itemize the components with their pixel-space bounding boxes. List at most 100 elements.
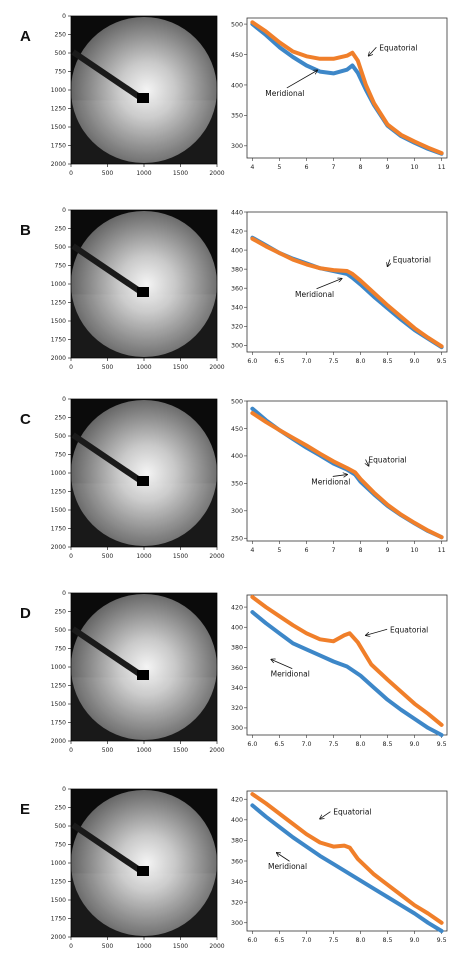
x-tick-label: 7.5 [328, 358, 338, 365]
y-tick-label: 400 [231, 453, 243, 460]
annotation-label: Meridional [268, 862, 307, 871]
y-tick-label: 500 [231, 398, 243, 405]
image-tick-label: 2000 [209, 170, 224, 177]
y-tick-label: 400 [231, 82, 243, 89]
image-tick-label: 1500 [173, 170, 188, 177]
y-tick-label: 500 [231, 21, 243, 28]
y-tick-label: 400 [231, 817, 243, 824]
image-tick-label: 1000 [51, 664, 66, 671]
x-tick-label: 9.0 [410, 937, 420, 944]
image-tick-label: 2000 [51, 544, 66, 551]
y-tick-label: 350 [231, 113, 243, 120]
image-tick-label: 1500 [51, 507, 66, 514]
x-tick-label: 6.5 [274, 937, 284, 944]
x-tick-label: 10 [411, 164, 419, 171]
y-tick-label: 420 [231, 604, 243, 611]
x-tick-label: 5 [277, 547, 281, 554]
x-tick-label: 9.5 [437, 937, 447, 944]
line-chart: 300 320 340 360 380 400 420 6.0 6.5 7.0 7.5 8.0 8.5 9… [231, 790, 448, 944]
image-tick-label: 1500 [173, 364, 188, 371]
image-tick-label: 2000 [209, 747, 224, 754]
x-tick-label: 9.5 [437, 358, 447, 365]
x-tick-label: 6.0 [247, 741, 257, 748]
annotation-label: Equatorial [368, 455, 406, 464]
image-tick-label: 1000 [51, 87, 66, 94]
image-tick-label: 1000 [136, 943, 151, 950]
annotation-arrow [320, 811, 331, 819]
annotation-label: Meridional [265, 89, 304, 98]
series-line-equatorial [250, 20, 444, 156]
x-tick-label: 6.0 [247, 937, 257, 944]
y-tick-label: 300 [231, 725, 243, 732]
y-tick-label: 300 [231, 920, 243, 927]
image-tick-label: 2000 [209, 943, 224, 950]
figure-panel: C 0 250 500 750 1000 1250 1500 1750 2000 0 500 1000 1… [0, 389, 474, 583]
y-tick-label: 420 [231, 797, 243, 804]
x-tick-label: 11 [438, 547, 446, 554]
y-tick-label: 340 [231, 305, 243, 312]
x-tick-label: 11 [438, 164, 446, 171]
image-tick-label: 0 [69, 747, 73, 754]
line-chart: 250 300 350 400 450 500 4 5 6 7 8 9 10 11 Equatorial Me… [231, 398, 448, 554]
annotation-arrow [286, 70, 317, 89]
series-line-equatorial [250, 236, 444, 349]
x-tick-label: 9.0 [410, 741, 420, 748]
image-tick-label: 0 [62, 786, 66, 793]
image-tick-label: 0 [69, 553, 73, 560]
image-tick-label: 250 [55, 609, 67, 616]
image-tick-label: 500 [102, 364, 114, 371]
y-tick-label: 300 [231, 343, 243, 350]
x-tick-label: 7.5 [328, 937, 338, 944]
y-tick-label: 340 [231, 879, 243, 886]
image-tick-label: 1500 [51, 897, 66, 904]
x-tick-label: 6.5 [274, 358, 284, 365]
panel-letter: D [20, 605, 31, 622]
image-tick-label: 1000 [136, 747, 151, 754]
image-tick-label: 2000 [209, 364, 224, 371]
x-tick-label: 5 [277, 164, 281, 171]
y-tick-label: 440 [231, 209, 243, 216]
image-tick-label: 750 [55, 452, 67, 459]
x-tick-label: 7.0 [301, 358, 311, 365]
annotation-arrow [332, 475, 347, 477]
y-tick-label: 360 [231, 285, 243, 292]
series-line-equatorial [250, 595, 444, 727]
line-chart: 300 320 340 360 380 400 420 440 6.0 6.5 7.0 7.5 8.0 8… [231, 209, 448, 365]
y-tick-label: 340 [231, 685, 243, 692]
x-tick-label: 7.0 [301, 937, 311, 944]
image-tick-label: 500 [102, 170, 114, 177]
annotation-arrow [366, 459, 369, 465]
x-tick-label: 6 [304, 547, 308, 554]
figure-panel: A 0 250 500 750 1000 1250 1500 1750 2000 0 500 1000 1… [0, 6, 474, 200]
image-tick-label: 1500 [173, 553, 188, 560]
y-tick-label: 320 [231, 705, 243, 712]
y-tick-label: 380 [231, 266, 243, 273]
image-tick-label: 0 [62, 396, 66, 403]
y-tick-label: 250 [231, 536, 243, 543]
annotation-label: Meridional [295, 290, 334, 299]
y-tick-label: 380 [231, 645, 243, 652]
series-line-meridional [250, 610, 444, 737]
image-tick-label: 1750 [51, 337, 66, 344]
image-tick-label: 250 [55, 226, 67, 233]
annotation-arrow [369, 46, 377, 55]
image-tick-label: 250 [55, 805, 67, 812]
image-tick-label: 1500 [173, 943, 188, 950]
y-tick-label: 400 [231, 625, 243, 632]
annotation-arrow [316, 279, 342, 290]
x-tick-label: 4 [250, 164, 254, 171]
image-tick-label: 500 [55, 433, 67, 440]
x-tick-label: 10 [411, 547, 419, 554]
x-tick-label: 9.5 [437, 741, 447, 748]
panel-letter: E [20, 801, 31, 818]
image-tick-label: 1500 [51, 124, 66, 131]
image-tick-label: 500 [102, 943, 114, 950]
image-tick-label: 750 [55, 69, 67, 76]
image-tick-label: 500 [55, 627, 67, 634]
annotation-label: Meridional [271, 670, 310, 679]
panel-letter: B [20, 222, 31, 239]
x-tick-label: 8.5 [383, 937, 393, 944]
x-tick-label: 9 [386, 547, 390, 554]
